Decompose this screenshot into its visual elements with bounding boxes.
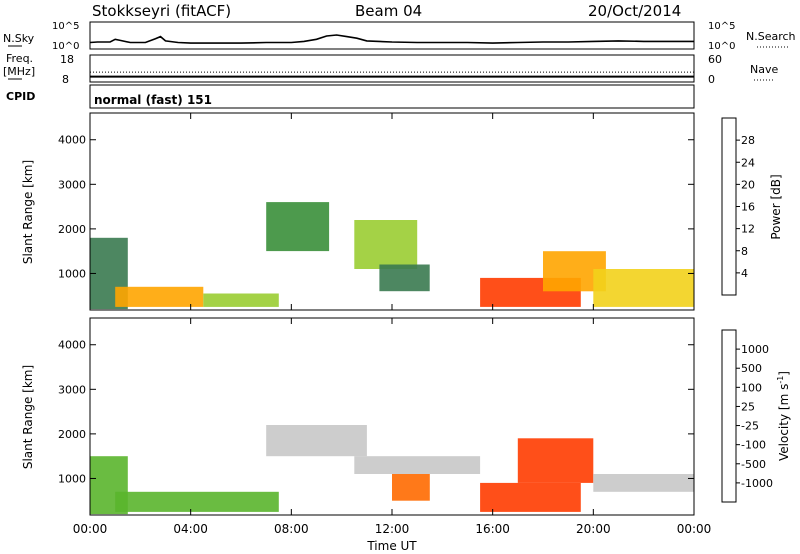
heatmap-cell — [379, 264, 430, 292]
x-tick-label: 04:00 — [173, 522, 208, 536]
cpid-text: normal (fast) 151 — [94, 93, 212, 107]
noise-left-label: N.Sky — [3, 32, 35, 45]
noise-right-label: N.Search — [746, 30, 796, 43]
power-y-label: Slant Range [km] — [21, 160, 35, 264]
heatmap-cell — [354, 456, 481, 474]
colorbar-tick-label: 20 — [741, 178, 755, 191]
heatmap-cell — [115, 491, 279, 512]
noise-right-tick-high: 10^5 — [708, 21, 735, 32]
noise-panel — [89, 21, 695, 50]
y-tick-label: 4000 — [58, 339, 86, 352]
freq-panel — [89, 54, 695, 83]
x-tick-label: 00:00 — [73, 522, 108, 536]
x-axis-label: Time UT — [366, 539, 417, 553]
colorbar-tick-label: 500 — [741, 362, 762, 375]
noise-left-tick-high: 10^5 — [52, 21, 79, 32]
heatmap-cell — [517, 438, 594, 483]
colorbar-tick-label: 4 — [741, 267, 748, 280]
colorbar-tick-label: -100 — [741, 439, 766, 452]
velocity-colorbar-border — [721, 329, 737, 503]
noise-right-tick-low: 10^0 — [708, 41, 735, 52]
freq-tick-low: 8 — [62, 73, 69, 86]
y-tick-label: 3000 — [58, 178, 86, 191]
velocity-colorbar-label: Velocity [m s-1] — [776, 371, 791, 461]
x-tick-label: 20:00 — [576, 522, 611, 536]
y-tick-label: 2000 — [58, 223, 86, 236]
colorbar-tick-label: 24 — [741, 156, 755, 169]
freq-tick-high: 18 — [60, 53, 74, 66]
colorbar-tick-label: 1000 — [741, 343, 769, 356]
freq-label-2: [MHz] — [3, 65, 35, 78]
colorbar-tick-label: 25 — [741, 400, 755, 413]
x-tick-label: 12:00 — [375, 522, 410, 536]
power-heatmap — [90, 202, 694, 310]
power-colorbar-label: Power [dB] — [769, 174, 783, 239]
colorbar-tick-label: 28 — [741, 134, 755, 147]
noise-left-tick-low: 10^0 — [52, 41, 79, 52]
y-tick-label: 2000 — [58, 428, 86, 441]
heatmap-cell — [480, 482, 581, 512]
power-colorbar-border — [721, 117, 737, 296]
freq-label-1: Freq. — [6, 52, 33, 65]
beam-title: Beam 04 — [355, 2, 422, 20]
heatmap-cell — [593, 474, 694, 492]
velocity-label-end: ] — [777, 371, 791, 376]
velocity-heatmap — [90, 425, 694, 515]
colorbar-tick-label: -25 — [741, 420, 759, 433]
colorbar-tick-label: 12 — [741, 223, 755, 236]
heatmap-cell — [266, 202, 330, 252]
y-tick-label: 1000 — [58, 267, 86, 280]
velocity-y-axis: 1000 2000 3000 4000 — [58, 339, 694, 485]
y-tick-label: 3000 — [58, 383, 86, 396]
colorbar-tick-label: 100 — [741, 381, 762, 394]
date-title: 20/Oct/2014 — [588, 2, 681, 20]
cpid-label: CPID — [6, 90, 35, 103]
cpid-panel — [89, 84, 695, 109]
velocity-label-sup: -1 — [776, 376, 785, 384]
noise-sky-line — [89, 34, 694, 44]
velocity-label-main: Velocity [m s — [777, 384, 791, 461]
heatmap-cell — [203, 293, 279, 307]
power-colorbar-ticks: 28 24 20 16 12 8 4 — [736, 134, 755, 280]
velocity-y-label: Slant Range [km] — [21, 365, 35, 469]
nave-tick-high: 60 — [708, 53, 722, 66]
y-tick-label: 4000 — [58, 134, 86, 147]
heatmap-cell — [593, 269, 694, 307]
x-tick-label: 00:00 — [677, 522, 712, 536]
colorbar-tick-label: 16 — [741, 201, 755, 214]
colorbar-tick-label: -500 — [741, 458, 766, 471]
nave-label: Nave — [750, 63, 778, 76]
velocity-colorbar-ticks: 1000 500 100 25 -25 -100 -500 -1000 — [736, 343, 773, 490]
colorbar-tick-label: -1000 — [741, 477, 773, 490]
station-title: Stokkseyri (fitACF) — [92, 2, 231, 20]
y-tick-label: 1000 — [58, 472, 86, 485]
colorbar-tick-label: 8 — [741, 245, 748, 258]
heatmap-cell — [115, 286, 204, 307]
power-y-axis: 1000 2000 3000 4000 — [58, 134, 694, 280]
time-x-axis: 00:00 04:00 08:00 12:00 16:00 20:00 00:00 — [73, 113, 712, 536]
heatmap-cell — [354, 220, 418, 269]
x-tick-label: 16:00 — [475, 522, 510, 536]
heatmap-cell — [266, 425, 367, 457]
heatmap-cell — [392, 474, 430, 501]
nave-tick-low: 0 — [708, 73, 715, 86]
x-tick-label: 08:00 — [274, 522, 309, 536]
